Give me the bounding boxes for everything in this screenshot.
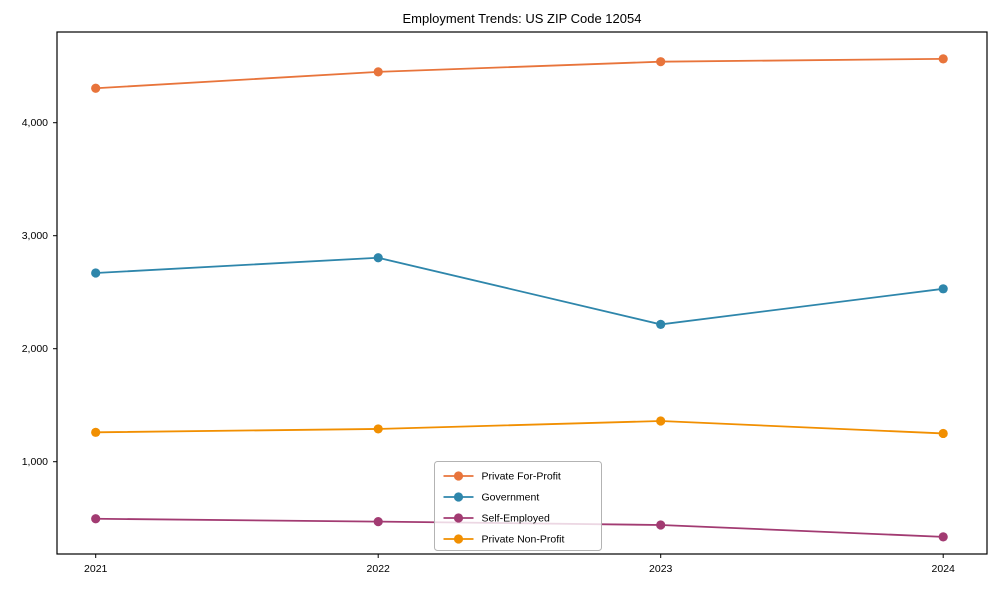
data-point-marker [938,428,948,439]
data-point-marker [656,319,666,330]
legend-label: Private Non-Profit [482,534,565,546]
y-axis-tick-label: 4,000 [22,117,48,129]
legend-swatch-marker [453,534,464,544]
data-point-marker [91,427,101,437]
x-axis-tick-label: 2023 [649,563,673,575]
legend-swatch-marker [453,492,464,502]
data-point-marker [938,54,948,64]
series-private-for-profit [91,54,948,93]
y-axis-tick-label: 1,000 [22,456,48,468]
series-line [95,57,944,90]
series-government [91,253,948,330]
data-point-marker [656,57,666,67]
legend-label: Private For-Profit [482,471,561,483]
data-point-marker [373,424,383,434]
legend-swatch-marker [453,471,464,481]
y-axis-tick-label: 2,000 [22,343,48,355]
data-point-marker [91,514,101,524]
data-point-marker [656,416,666,426]
data-point-marker [938,284,948,294]
chart-title: Employment Trends: US ZIP Code 12054 [402,11,642,26]
legend-label: Government [482,492,540,504]
legend-swatch-marker [453,513,464,523]
data-point-marker [938,532,948,542]
data-point-marker [373,516,383,527]
series-private-non-profit [91,416,948,439]
data-point-marker [656,520,666,530]
legend-label: Self-Employed [482,513,550,525]
legend-box [434,461,602,551]
plot-border [56,31,988,555]
data-point-marker [373,253,383,263]
legend: Private For-Profit Government Self-Employe… [434,461,602,551]
series-line [95,420,944,435]
series-line [95,256,944,326]
x-axis-tick-label: 2022 [367,563,391,575]
y-axis-tick-label: 3,000 [22,230,48,242]
data-point-marker [373,67,383,77]
data-point-marker [91,83,101,93]
x-axis-tick-label: 2024 [932,563,956,575]
x-axis-tick-label: 2021 [84,563,108,575]
data-point-marker [91,268,101,278]
